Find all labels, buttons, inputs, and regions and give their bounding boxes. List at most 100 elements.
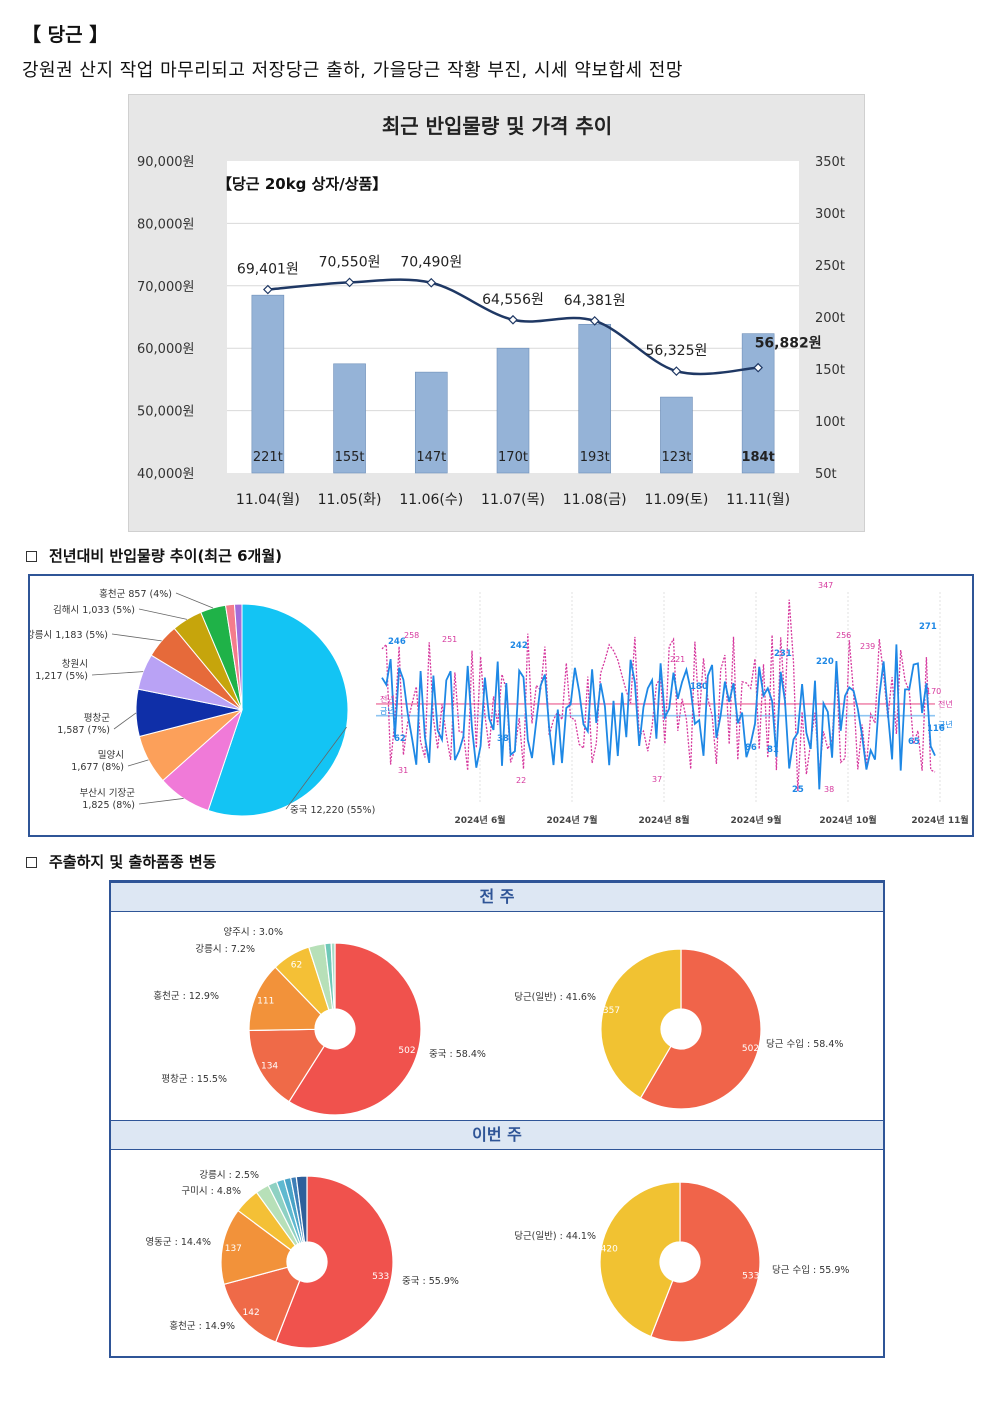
right-axis-tick: 50t (815, 467, 837, 482)
donut-slice (274, 1175, 394, 1349)
pie-leader-line (127, 759, 149, 767)
volume-label: 147t (416, 450, 446, 465)
origin-panel: 전 주 이번 주 502 중국 : 58.4% 134 평창군 : 15.5% 111 홍… (109, 880, 885, 1358)
donut-label: 영동군 : 14.4% (145, 1237, 211, 1248)
prev-point-label: 239 (860, 642, 875, 651)
donut-label: 강릉시 : 2.5% (199, 1170, 259, 1181)
section-yoy-heading: 전년대비 반입물량 추이(최근 6개월) (26, 545, 282, 566)
pie-label-value: 1,825 (8%) (82, 800, 135, 811)
pie-slice (233, 603, 243, 711)
checkbox-icon (26, 551, 37, 562)
prev-point-label: 170 (926, 687, 941, 696)
left-axis-tick: 50,000원 (137, 405, 194, 420)
donut-label: 중국 : 58.4% (429, 1049, 486, 1060)
right-axis-tick: 200t (815, 311, 845, 326)
pie-label: 강릉시 1,183 (5%) (30, 630, 108, 641)
price-marker (671, 366, 682, 376)
month-tick: 2024년 7월 (546, 814, 597, 826)
month-tick: 2024년 9월 (730, 814, 781, 826)
volume-bar (741, 333, 775, 474)
cur-year-series (381, 644, 936, 790)
prev-point-label: 347 (818, 581, 833, 590)
yoy-panel: 중국 12,220 (55%) 부산시 기장군 1,825 (8%) 밀양시 1,677… (26, 574, 974, 837)
this-week-band: 이번 주 (111, 1120, 883, 1150)
volume-label: 193t (580, 450, 610, 465)
pie-leader-line (113, 712, 137, 730)
section-yoy-title: 전년대비 반입물량 추이(최근 6개월) (49, 547, 283, 565)
cur-point-label: 246 (388, 637, 406, 647)
pie-label: 김해시 1,033 (5%) (53, 604, 135, 616)
cur-point-label: 62 (394, 734, 406, 744)
pie-label-value: 1,217 (5%) (35, 671, 88, 682)
cur-legend-label: 금년 (938, 720, 953, 730)
cur-point-label: 271 (919, 622, 937, 632)
donut-value-label: 502 (398, 1046, 415, 1056)
pie-leader-line (138, 798, 184, 805)
last-week-band: 전 주 (111, 882, 883, 912)
cur-point-label: 65 (908, 737, 920, 747)
right-axis-tick: 300t (815, 207, 845, 222)
donut-slice (599, 1181, 681, 1338)
donut-label: 당근 수입 : 58.4% (766, 1038, 843, 1050)
pie-label-name: 밀양시 (98, 749, 124, 761)
market-summary: 강원권 산지 작업 마무리되고 저장당근 출하, 가을당근 작황 부진, 시세 … (22, 60, 683, 81)
pie-label: 홍천군 857 (4%) (99, 588, 172, 600)
price-label: 64,556원 (482, 292, 544, 308)
volume-bar (251, 294, 285, 474)
prev-point-label: 221 (670, 655, 685, 664)
x-axis-tick: 11.11(월) (726, 492, 790, 508)
left-axis-tick: 70,000원 (137, 280, 194, 295)
right-axis-tick: 150t (815, 363, 845, 378)
donut-slice (295, 1175, 308, 1243)
month-tick: 2024년 10월 (819, 814, 876, 826)
price-label: 70,550원 (319, 254, 381, 270)
prev-point-label: 22 (516, 776, 526, 785)
prev-point-label: 37 (652, 775, 662, 784)
right-axis-tick: 100t (815, 415, 845, 430)
pie-leader-line (175, 592, 214, 609)
price-label: 64,381원 (564, 293, 626, 309)
donut-value-label: 533 (742, 1271, 759, 1281)
price-marker (426, 277, 437, 288)
volume-label: 184t (741, 450, 774, 465)
section-origin-title: 주출하지 및 출하품종 변동 (49, 853, 217, 871)
pie-label-name: 평창군 (84, 713, 110, 724)
arrival-price-chart: 최근 반입물량 및 가격 추이 【당근 20kg 상자/상품】 40,000원 50,… (128, 94, 865, 532)
donut-slice (248, 966, 322, 1032)
price-marker (344, 277, 355, 288)
price-marker (753, 362, 763, 373)
origin-panel-svg: 502 중국 : 58.4% 134 평창군 : 15.5% 111 홍천군 : 12.9… (145, 927, 849, 1349)
pie-leader-line (111, 633, 162, 642)
cur-point-label: 220 (816, 657, 834, 667)
donut-label: 홍천군 : 12.9% (153, 990, 219, 1002)
cur-point-label: 81 (767, 745, 779, 755)
right-axis-tick: 350t (815, 155, 845, 170)
prev-year-series (381, 599, 936, 792)
pie-label-value: 1,587 (7%) (57, 725, 110, 736)
donut-slice (248, 1028, 326, 1103)
volume-label: 170t (498, 450, 528, 465)
donut-label: 구미시 : 4.8% (181, 1186, 241, 1197)
month-tick: 2024년 6월 (454, 814, 505, 826)
pie-leader-line (138, 608, 188, 620)
cur-point-label: 242 (510, 641, 528, 651)
donut-label: 평창군 : 15.5% (161, 1074, 227, 1085)
donut-value-label: 134 (261, 1062, 278, 1072)
cur-point-label: 180 (690, 682, 708, 692)
donut-label: 중국 : 55.9% (402, 1276, 459, 1287)
prev-point-label: 31 (398, 766, 408, 775)
month-tick: 2024년 11월 (911, 814, 968, 826)
left-axis-tick: 40,000원 (137, 467, 194, 482)
volume-label: 221t (253, 450, 283, 465)
right-axis-tick: 250t (815, 259, 845, 274)
x-axis-tick: 11.08(금) (563, 492, 627, 508)
chart-title: 최근 반입물량 및 가격 추이 (382, 114, 612, 138)
volume-bar (496, 347, 530, 474)
donut-slice (650, 1181, 761, 1343)
donut-value-label: 357 (603, 1006, 620, 1016)
pie-label: 중국 12,220 (55%) (290, 805, 375, 816)
price-marker (589, 316, 600, 326)
cur-point-label: 25 (792, 785, 804, 795)
volume-label: 155t (335, 450, 365, 465)
